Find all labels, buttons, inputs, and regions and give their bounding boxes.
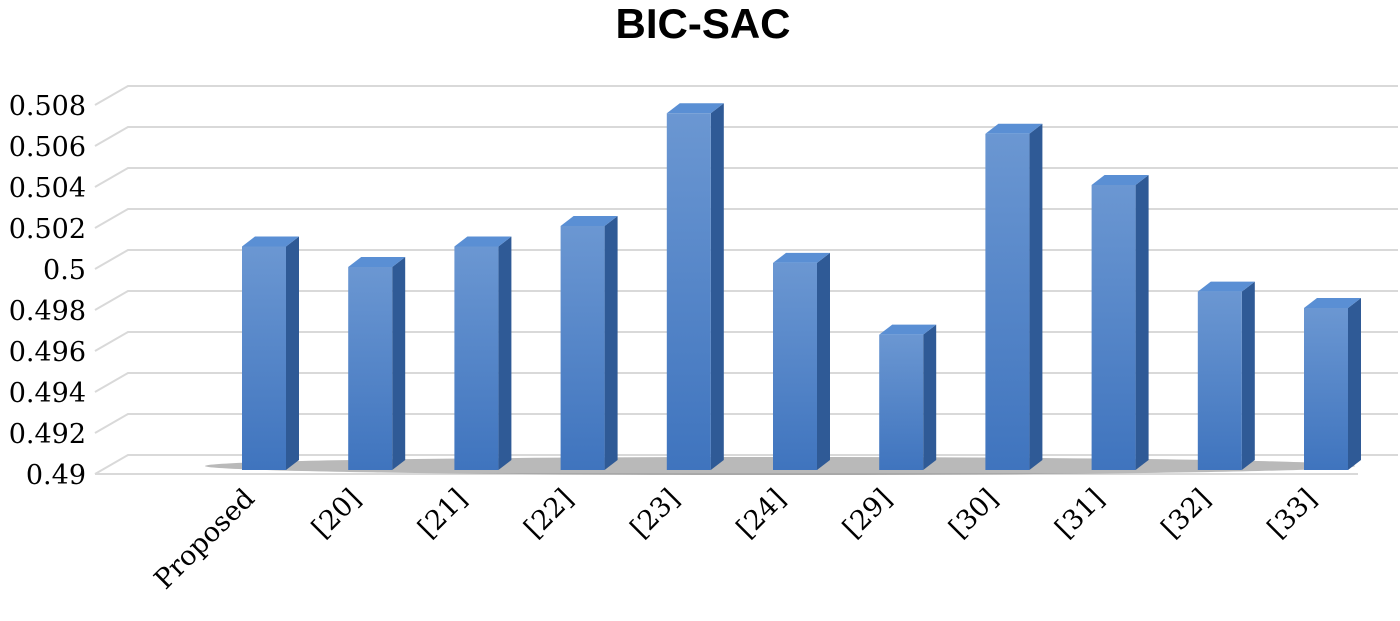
y-axis-tick-labels: 0.49 0.492 0.494 0.496 0.498 0.5 0.502 0.504 0.5…	[9, 91, 86, 491]
bar	[666, 103, 724, 470]
bar-front	[773, 262, 817, 470]
bar	[1197, 281, 1255, 470]
bar-side	[1241, 281, 1255, 470]
bar-side	[604, 216, 618, 470]
bar-top	[773, 252, 830, 263]
bar	[773, 252, 830, 470]
gridline	[94, 249, 1398, 270]
bar-top	[242, 236, 299, 247]
y-tick-label: 0.498	[9, 296, 86, 327]
bar	[879, 324, 937, 470]
gridline	[94, 167, 1398, 188]
x-category-label: [24]	[731, 483, 792, 544]
bar-side	[923, 324, 937, 470]
gridline	[94, 85, 1398, 106]
y-tick-label: 0.496	[9, 337, 86, 368]
bar-top	[666, 103, 724, 114]
bar-front	[985, 133, 1030, 470]
bar-front	[1304, 308, 1348, 470]
bar-side	[286, 236, 299, 470]
bar-side	[498, 236, 512, 470]
x-category-label: [21]	[412, 483, 473, 544]
gridline	[94, 413, 1398, 434]
bar-top	[1091, 175, 1149, 185]
gridline	[94, 126, 1398, 147]
chart-title: BIC-SAC	[616, 0, 791, 47]
bar	[454, 236, 512, 470]
gridline	[94, 372, 1398, 393]
bar-side	[392, 257, 406, 470]
bar-side	[1348, 298, 1361, 470]
bar	[985, 123, 1043, 470]
bar-side	[1029, 123, 1043, 470]
bar-front	[454, 246, 499, 470]
bar-front	[1091, 185, 1136, 470]
y-tick-label: 0.508	[9, 91, 86, 122]
bar	[1304, 298, 1361, 470]
bar-top	[560, 216, 618, 226]
bars	[205, 103, 1361, 475]
bar-side	[710, 103, 724, 470]
y-tick-label: 0.502	[9, 214, 86, 245]
bar-side	[1135, 175, 1149, 470]
bar-front	[879, 334, 924, 470]
bar-front	[1197, 291, 1242, 470]
y-tick-label: 0.5	[43, 255, 86, 286]
bar-front	[242, 246, 286, 470]
gridlines	[94, 85, 1398, 475]
y-tick-label: 0.506	[9, 132, 86, 163]
bar-front	[560, 226, 605, 470]
x-category-label: [30]	[943, 483, 1004, 544]
bar	[348, 257, 406, 470]
gridline	[94, 208, 1398, 229]
bar	[1091, 175, 1149, 470]
y-tick-label: 0.494	[9, 378, 86, 409]
bar-front	[666, 113, 711, 470]
x-category-label: [33]	[1262, 483, 1323, 544]
x-category-label: [29]	[837, 483, 898, 544]
gridline	[94, 290, 1398, 311]
bar-side	[817, 252, 830, 470]
bar	[560, 216, 618, 470]
y-tick-label: 0.504	[9, 173, 86, 204]
bar-top	[454, 236, 512, 247]
x-category-label: [20]	[306, 483, 367, 544]
bar	[242, 236, 299, 470]
x-category-label: [23]	[625, 483, 686, 544]
bar-top	[1304, 298, 1361, 308]
x-category-label: Proposed	[149, 483, 261, 595]
gridline	[94, 331, 1398, 352]
y-tick-label: 0.492	[9, 419, 86, 450]
bar-front	[348, 267, 393, 470]
x-category-label: [31]	[1049, 483, 1110, 544]
x-axis-category-labels: Proposed [20] [21] [22] [23] [24] [29] [30] [31]…	[149, 483, 1323, 595]
x-category-label: [32]	[1156, 483, 1217, 544]
y-tick-label: 0.49	[26, 460, 86, 491]
x-category-label: [22]	[518, 483, 579, 544]
bar-top	[1197, 281, 1255, 292]
bar-top	[985, 123, 1043, 134]
bar-top	[348, 257, 406, 267]
bar-top	[879, 324, 937, 335]
gridline	[94, 454, 1398, 475]
